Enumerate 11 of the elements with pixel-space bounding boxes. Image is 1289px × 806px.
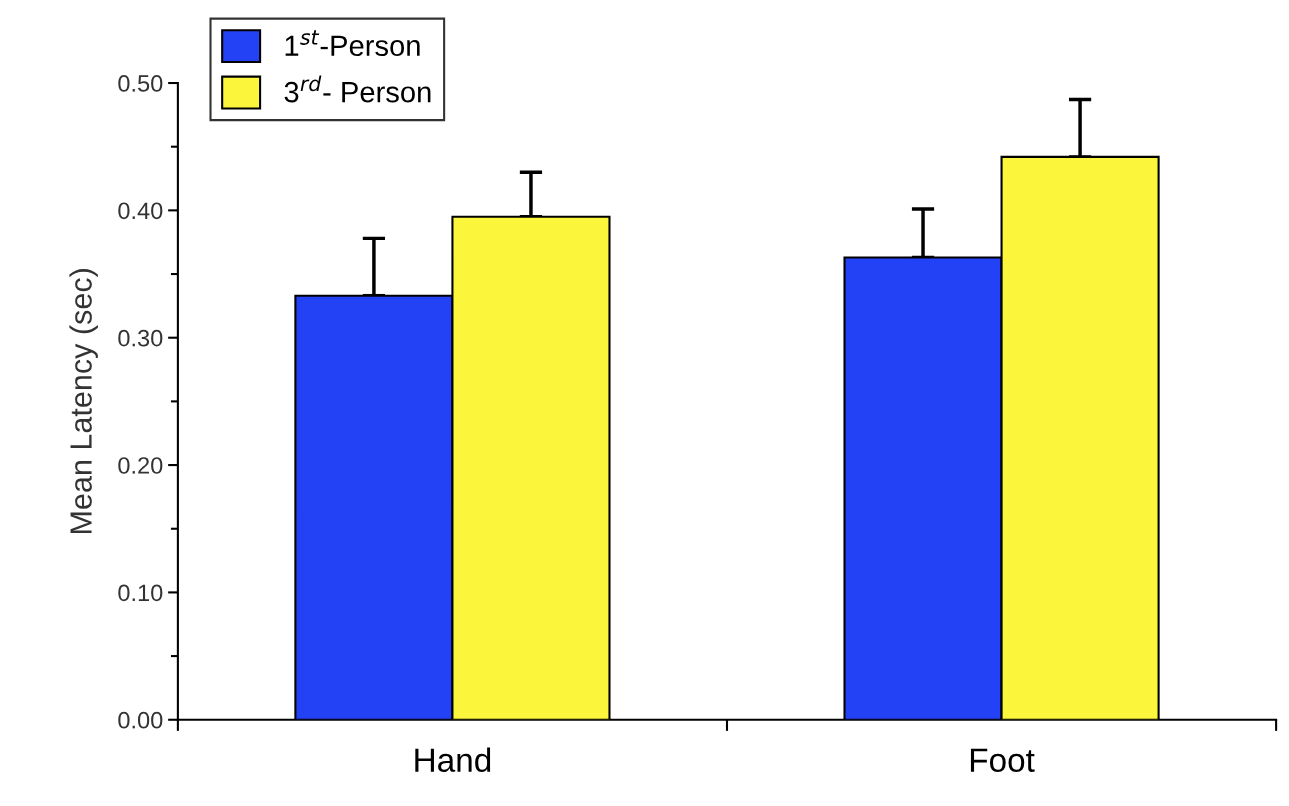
y-tick-label: 0.50 <box>118 75 163 92</box>
y-tick-label: 0.10 <box>118 584 163 602</box>
y-tick-label: 0.30 <box>118 329 163 347</box>
y-tick-label: 0.20 <box>118 457 163 474</box>
x-tick-label: Hand <box>415 747 491 773</box>
legend-label: 3$^{rd}$- Person <box>284 75 431 103</box>
y-tick-label: 0.00 <box>118 711 163 729</box>
y-axis-title: Mean Latency (sec) <box>69 269 98 534</box>
y-tick-label: 0.40 <box>118 202 163 220</box>
x-tick-label: Foot <box>970 748 1035 773</box>
legend-label: 1$^{st}$-Person <box>285 30 420 57</box>
